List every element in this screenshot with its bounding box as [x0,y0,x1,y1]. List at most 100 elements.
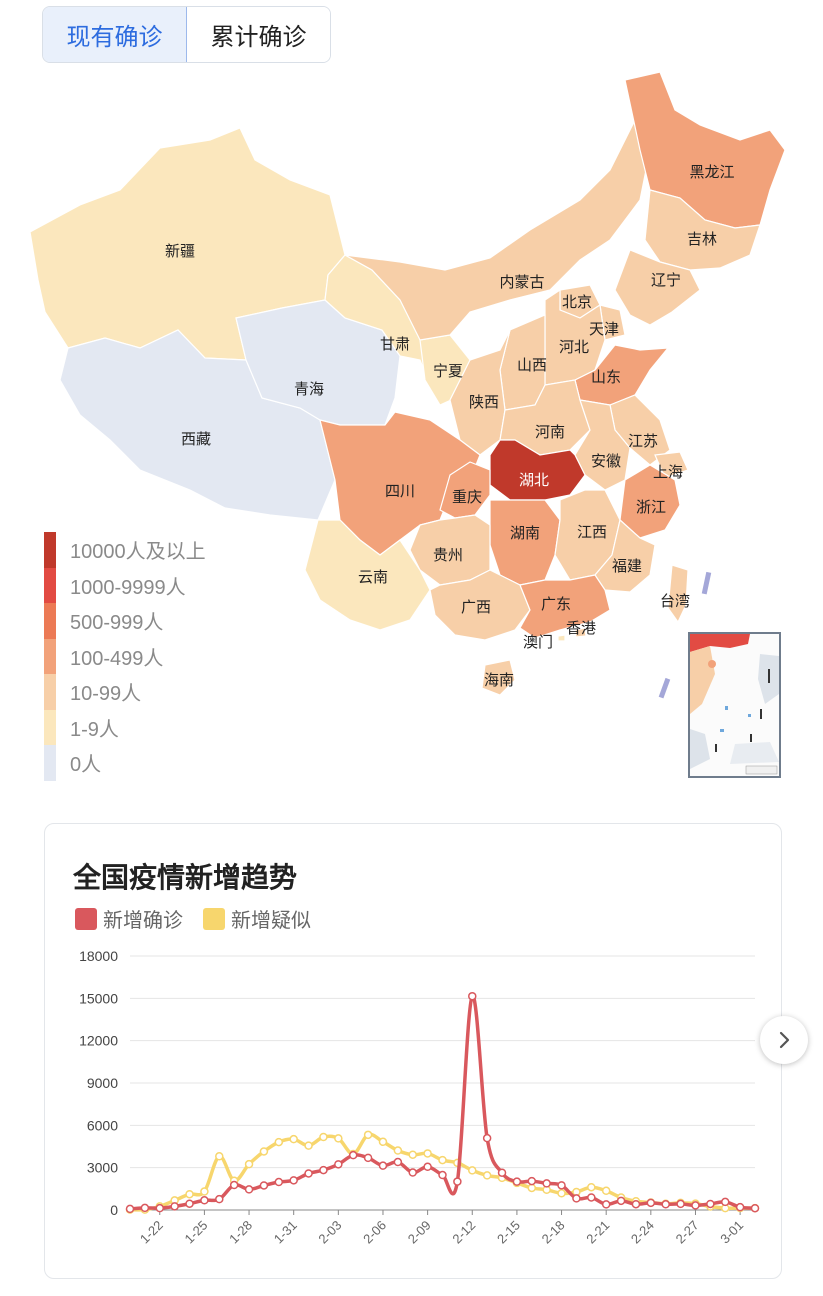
tab-current-confirmed[interactable]: 现有确诊 [43,7,187,62]
province-chongqing[interactable] [439,461,491,519]
data-point [527,1183,537,1193]
data-point [259,1147,269,1156]
map-legend: 10000人及以上 1000-9999人 500-999人 100-499人 1… [44,532,206,781]
y-tick-label: 0 [110,1202,118,1218]
province-anhui[interactable] [574,399,631,491]
data-point [720,1197,730,1207]
data-point [229,1180,239,1190]
legend-entry-suspected[interactable]: 新增疑似 [203,904,311,933]
data-point [646,1198,656,1208]
legend-label: 1000-9999人 [70,576,186,599]
province-label: 天津 [589,321,619,338]
data-point [542,1179,551,1188]
data-point [661,1200,670,1209]
data-point [259,1181,269,1190]
data-point [572,1194,581,1203]
legend-swatch [44,567,56,603]
data-point [676,1199,685,1209]
legend-item[interactable]: 1-9人 [44,709,206,745]
x-tick-label: 2-03 [315,1218,344,1247]
legend-label: 10-99人 [70,683,142,706]
x-tick-label: 2-24 [628,1218,657,1247]
province-label: 西藏 [181,431,211,448]
province-label: 黑龙江 [689,164,734,181]
x-tick-label: 2-18 [539,1218,568,1247]
x-tick-label: 2-09 [405,1218,434,1247]
legend-label: 500-999人 [70,612,164,635]
province-macau[interactable] [557,634,566,642]
data-point [378,1161,388,1170]
province-neimenggu[interactable] [344,108,651,341]
tab-cumulative-confirmed[interactable]: 累计确诊 [187,7,330,62]
data-point [453,1177,462,1186]
data-point [512,1177,522,1186]
data-point [557,1189,566,1198]
x-tick-label: 2-15 [494,1218,523,1247]
data-point [601,1200,611,1209]
province-liaoning[interactable] [614,249,701,326]
data-point [289,1134,298,1144]
legend-item[interactable]: 0人 [44,745,206,781]
province-label: 重庆 [452,489,482,506]
data-point [289,1176,298,1185]
data-point [304,1141,313,1150]
legend-item[interactable]: 500-999人 [44,603,206,639]
next-chart-button[interactable] [760,1016,808,1064]
data-point [334,1160,343,1169]
x-tick-label: 2-27 [673,1218,702,1247]
data-point [601,1186,611,1196]
province-label: 山东 [591,369,621,386]
legend-label: 100-499人 [70,647,164,670]
series-legend: 新增确诊 新增疑似 [75,904,331,933]
data-point [200,1187,209,1196]
province-shanghai[interactable] [654,451,689,479]
data-point [631,1199,641,1209]
legend-label: 1-9人 [70,718,119,741]
data-point [378,1137,388,1147]
chart-title: 全国疫情新增趋势 [73,862,298,893]
x-tick-label: 1-28 [226,1218,255,1247]
data-point [185,1189,194,1199]
province-hubei[interactable] [489,439,586,501]
legend-entry-confirmed[interactable]: 新增确诊 [75,904,183,933]
province-hunan[interactable] [489,499,561,586]
data-point [616,1196,626,1206]
legend-swatch [44,745,56,781]
legend-color-box [75,907,97,930]
y-tick-label: 9000 [87,1075,118,1091]
y-tick-label: 12000 [79,1033,118,1049]
data-point [215,1152,224,1161]
province-taiwan[interactable] [667,564,689,624]
data-point [125,1204,135,1214]
province-hainan[interactable] [481,659,516,696]
trend-line-chart: 0 3000 6000 9000 12000 15000 18000 1-22 1-25 1-28… [79,948,760,1247]
data-point [408,1150,417,1159]
legend-label: 0人 [70,754,102,777]
province-label: 江西 [577,524,607,541]
data-point [155,1203,165,1213]
x-tick-label: 1-22 [137,1218,166,1247]
y-tick-label: 6000 [87,1117,118,1133]
data-point [482,1133,492,1143]
legend-item[interactable]: 10000人及以上 [44,532,206,568]
legend-color-box [203,907,225,930]
inset-map-image [690,634,779,776]
province-label: 河北 [559,339,589,356]
legend-item[interactable]: 1000-9999人 [44,567,206,603]
province-label: 广西 [461,599,491,616]
province-label: 宁夏 [433,363,463,380]
data-point [200,1196,209,1205]
province-guangdong[interactable] [519,574,611,639]
legend-item[interactable]: 10-99人 [44,674,206,710]
province-jilin[interactable] [644,189,761,271]
province-label: 安徽 [591,453,621,470]
x-tick-label: 2-12 [449,1218,478,1247]
legend-item[interactable]: 100-499人 [44,638,206,674]
province-label: 云南 [358,569,388,586]
province-label: 澳门 [523,634,553,651]
province-hongkong[interactable] [574,627,587,638]
tab-group: 现有确诊 累计确诊 [42,6,331,63]
legend-swatch [44,709,56,745]
y-tick-label: 3000 [87,1160,118,1176]
